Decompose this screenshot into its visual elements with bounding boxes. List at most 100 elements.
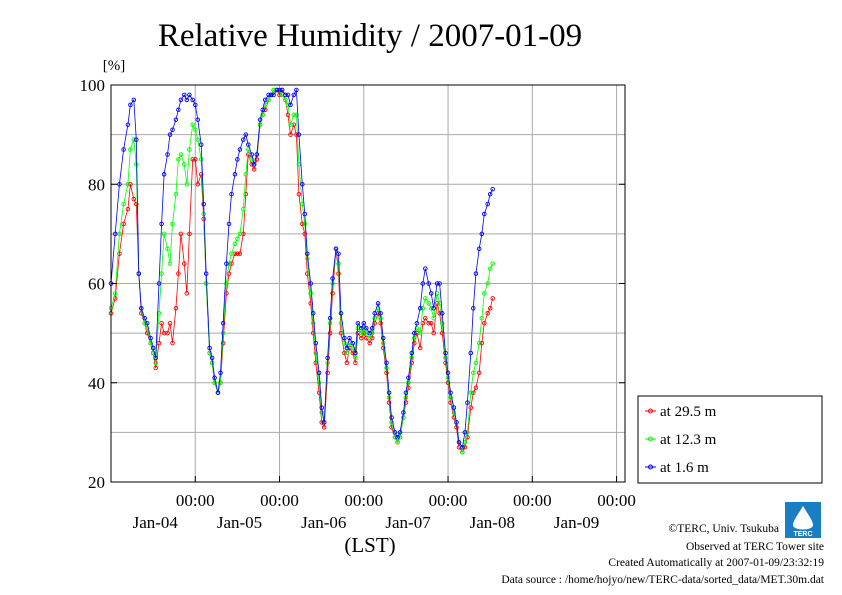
data-point (262, 107, 268, 113)
data-point (460, 445, 465, 450)
data-point (342, 340, 347, 346)
data-point (473, 271, 479, 276)
data-point (142, 320, 147, 326)
data-point (176, 271, 181, 276)
data-point (288, 132, 293, 137)
legend-label: at 12.3 m (660, 432, 717, 448)
data-point (285, 112, 291, 118)
data-point (201, 201, 206, 207)
data-point (423, 266, 428, 271)
data-point (203, 271, 209, 276)
data-point (378, 311, 383, 316)
data-point (153, 360, 158, 366)
chart-title: Relative Humidity / 2007-01-09 (158, 18, 582, 54)
data-point (232, 172, 238, 177)
data-point (294, 132, 299, 137)
data-point (235, 236, 240, 242)
data-point (310, 311, 316, 316)
x-tick-date-label: Jan-05 (217, 513, 262, 532)
data-point (428, 291, 434, 296)
data-point (468, 390, 474, 395)
data-point (167, 132, 173, 137)
data-point (254, 157, 260, 162)
legend-label: at 29.5 m (660, 404, 717, 420)
data-point (173, 306, 179, 311)
terc-logo: TERC (785, 502, 821, 538)
data-point (198, 157, 204, 162)
data-point (342, 335, 347, 341)
data-point (237, 231, 243, 237)
data-point (482, 291, 487, 296)
data-point (308, 281, 313, 286)
data-point (386, 390, 392, 395)
data-point (190, 157, 195, 162)
data-point (479, 315, 485, 321)
data-point (350, 345, 356, 351)
data-point (112, 231, 118, 237)
data-point (313, 350, 319, 356)
data-point (353, 350, 358, 356)
data-point (445, 370, 451, 376)
y-tick-labels: 20 40 60 80 100 (80, 76, 625, 492)
data-point (262, 102, 268, 108)
data-point (279, 87, 285, 93)
data-point (367, 340, 372, 346)
data-point (490, 186, 495, 192)
data-point (243, 172, 249, 177)
data-point (369, 325, 375, 331)
data-point (254, 152, 260, 157)
data-point (395, 435, 400, 440)
data-point (246, 142, 251, 147)
data-point (121, 201, 126, 207)
data-point (117, 231, 122, 237)
data-point (125, 182, 131, 187)
data-point (445, 375, 451, 381)
data-point (482, 211, 487, 217)
data-point (156, 281, 162, 286)
data-point (359, 330, 364, 336)
data-point (485, 311, 490, 316)
data-point (375, 301, 381, 306)
data-point (128, 182, 133, 187)
x-tick-time-label: 00:00 (176, 491, 215, 510)
data-point (212, 380, 217, 386)
data-point (327, 315, 333, 321)
data-source-text: Data source : /home/hojyo/new/TERC-data/… (501, 574, 824, 586)
data-point (148, 340, 153, 346)
data-point (156, 311, 162, 316)
data-point (121, 147, 126, 152)
data-point (353, 360, 358, 366)
data-point (359, 335, 364, 341)
data-point (325, 355, 330, 361)
data-point (485, 281, 490, 286)
data-point (338, 320, 344, 326)
data-point (184, 182, 190, 187)
data-point (420, 281, 426, 286)
data-point (333, 246, 339, 252)
data-point (207, 345, 212, 351)
data-point (125, 122, 131, 127)
data-point (384, 360, 389, 366)
data-point (451, 405, 457, 410)
data-point (226, 271, 232, 276)
x-tick-date-label: Jan-08 (470, 513, 515, 532)
created-text: Created Automatically at 2007-01-09/23:3… (608, 557, 824, 569)
data-point (187, 92, 192, 98)
data-point (468, 405, 474, 410)
data-point (153, 355, 158, 361)
data-point (150, 350, 156, 356)
data-point (319, 410, 324, 415)
data-point (121, 221, 126, 227)
data-point (209, 355, 215, 361)
data-point (262, 97, 268, 103)
data-point (128, 102, 133, 108)
data-point (235, 157, 240, 162)
data-point (182, 162, 187, 167)
data-point (476, 370, 482, 376)
data-point (417, 306, 423, 311)
data-point (443, 350, 448, 356)
data-point (359, 325, 364, 331)
data-point (117, 251, 122, 256)
data-point (207, 350, 212, 356)
data-point (380, 345, 386, 351)
